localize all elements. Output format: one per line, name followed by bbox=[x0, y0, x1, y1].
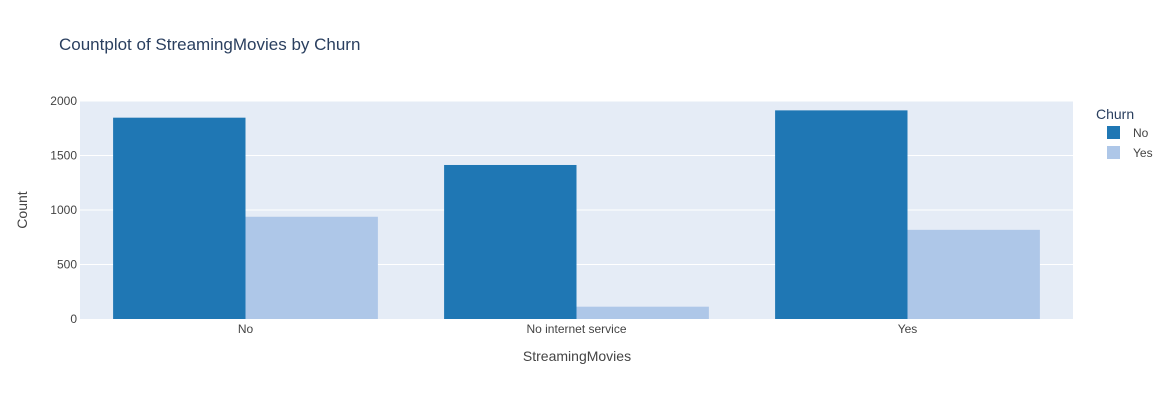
bar-no bbox=[113, 117, 246, 319]
bar-no bbox=[775, 110, 908, 320]
x-tick-label: No bbox=[238, 322, 254, 336]
y-tick-label: 1000 bbox=[50, 203, 77, 217]
y-axis: 0 500 1000 1500 2000 bbox=[50, 94, 77, 326]
bar-yes bbox=[907, 229, 1040, 319]
legend-swatch bbox=[1107, 126, 1120, 139]
legend-label: No bbox=[1133, 126, 1149, 140]
x-axis: No No internet service Yes bbox=[238, 322, 917, 336]
bars bbox=[113, 110, 1040, 320]
bar-no bbox=[444, 164, 577, 319]
y-tick-label: 0 bbox=[70, 312, 77, 326]
legend-items: No Yes bbox=[1107, 126, 1153, 160]
chart-title: Countplot of StreamingMovies by Churn bbox=[59, 35, 360, 54]
y-tick-label: 2000 bbox=[50, 94, 77, 108]
y-tick-label: 1500 bbox=[50, 149, 77, 163]
bar-yes bbox=[576, 306, 709, 319]
y-axis-label: Count bbox=[14, 191, 30, 228]
legend-title: Churn bbox=[1096, 106, 1134, 122]
x-tick-label: No internet service bbox=[526, 322, 626, 336]
legend-label: Yes bbox=[1133, 146, 1153, 160]
legend: Churn No Yes bbox=[1096, 106, 1153, 160]
x-axis-label: StreamingMovies bbox=[523, 348, 631, 364]
y-tick-label: 500 bbox=[57, 258, 77, 272]
legend-swatch bbox=[1107, 146, 1120, 159]
bar-yes bbox=[245, 216, 378, 319]
x-tick-label: Yes bbox=[898, 322, 918, 336]
